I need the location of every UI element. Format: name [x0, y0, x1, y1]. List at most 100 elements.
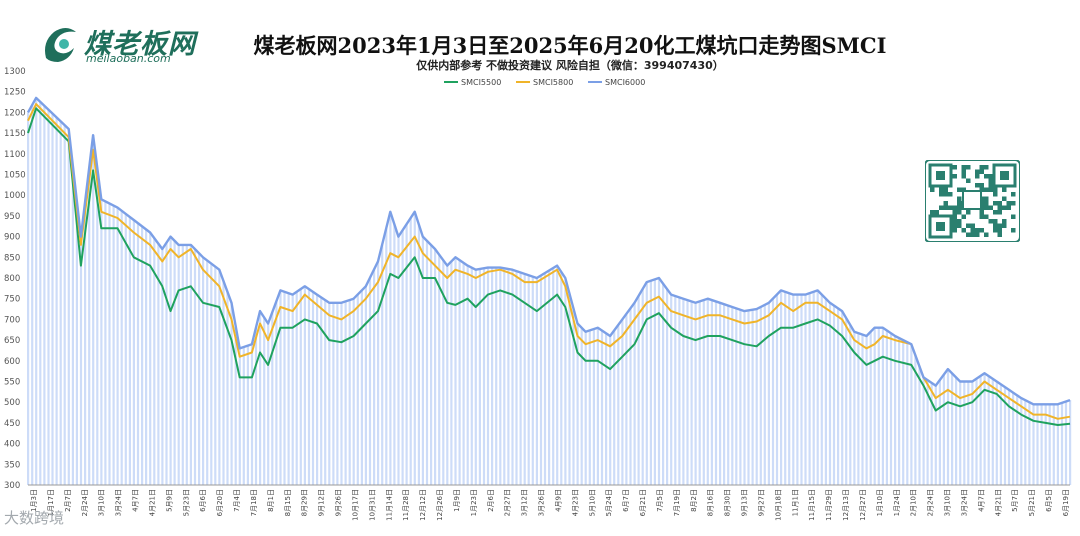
fill-bar	[430, 244, 433, 485]
fill-bar	[79, 236, 83, 485]
fill-bar	[1069, 400, 1072, 485]
x-tick-label: 4月7日	[132, 489, 140, 512]
x-tick-label: 5月7日	[1011, 489, 1019, 512]
fill-bar	[930, 382, 933, 485]
fill-bar	[116, 207, 119, 485]
fill-bar	[503, 268, 506, 485]
x-tick-label: 12月12日	[419, 489, 427, 521]
fill-bar	[112, 205, 115, 485]
fill-bar	[775, 294, 779, 485]
y-tick-label: 1250	[4, 88, 26, 98]
x-tick-label: 8月30日	[724, 489, 732, 516]
fill-bar	[605, 333, 608, 485]
x-tick-label: 2月24日	[81, 489, 89, 516]
fill-bar	[356, 294, 359, 485]
x-tick-label: 11月15日	[808, 489, 816, 521]
y-tick-label: 450	[4, 419, 20, 429]
fill-bar	[283, 291, 286, 485]
fill-bar	[845, 318, 848, 485]
fill-bar	[564, 278, 567, 485]
y-tick-label: 950	[4, 212, 20, 222]
fill-bar	[975, 378, 978, 485]
x-tick-label: 5月23日	[182, 489, 190, 516]
fill-bar	[592, 329, 595, 485]
x-tick-label: 4月21日	[994, 489, 1002, 516]
fill-bar	[202, 257, 205, 485]
fill-bar	[666, 289, 669, 485]
fill-bar	[507, 269, 510, 485]
x-tick-label: 4月21日	[148, 489, 156, 516]
fill-bar	[348, 300, 351, 485]
x-tick-label: 4月7日	[977, 489, 985, 512]
fill-bar	[458, 260, 461, 485]
fill-bar	[104, 201, 107, 485]
y-tick-label: 1050	[4, 171, 26, 181]
y-tick-label: 1300	[4, 67, 26, 77]
fill-bar	[263, 317, 266, 485]
fill-bar	[898, 338, 901, 485]
fill-bar	[885, 330, 888, 485]
fill-bar	[67, 129, 70, 485]
fill-bar	[120, 210, 123, 485]
x-tick-label: 12月26日	[436, 489, 444, 521]
fill-bar	[759, 307, 762, 485]
fill-bar	[698, 301, 701, 485]
fill-bar	[670, 294, 673, 485]
fill-bar	[1064, 401, 1068, 485]
fill-bar	[413, 211, 416, 486]
fill-bar	[645, 282, 648, 485]
fill-bar	[869, 331, 872, 485]
x-tick-label: 2月7日	[64, 489, 72, 512]
fill-bar	[206, 260, 209, 485]
x-tick-label: 7月5日	[656, 489, 664, 512]
fill-bar	[906, 342, 909, 485]
fill-bar	[254, 327, 258, 485]
x-axis: 1月3日 1月17日 2月7日 2月24日 3月10日 3月24日 4月7日 4月21日 5月9…	[28, 484, 1070, 521]
fill-bar	[873, 327, 876, 485]
fill-bar	[710, 300, 713, 485]
fill-bar	[141, 226, 144, 486]
y-tick-label: 1100	[4, 150, 26, 160]
fill-bar	[385, 228, 388, 486]
fill-bar	[714, 301, 718, 485]
x-tick-label: 10月31日	[368, 489, 376, 521]
fill-bar	[804, 294, 807, 485]
fill-bar	[556, 265, 559, 485]
y-tick-label: 1200	[4, 108, 26, 118]
fill-bar	[75, 200, 78, 485]
fill-bar	[637, 295, 640, 485]
fill-bar	[149, 232, 152, 485]
fill-bar	[902, 340, 905, 485]
fill-bar	[499, 267, 502, 485]
fill-bar	[629, 308, 632, 485]
fill-bar	[1012, 392, 1015, 485]
fill-bar	[539, 275, 543, 485]
fill-bar	[210, 263, 213, 485]
fill-bar	[1020, 398, 1023, 485]
fill-bar	[35, 97, 38, 486]
x-tick-label: 6月6日	[199, 489, 207, 512]
y-tick-label: 800	[4, 274, 20, 284]
fill-bar	[136, 223, 140, 485]
x-tick-label: 2月27日	[504, 489, 512, 516]
brand-logo[interactable]: 煤老板网 meilaoban.com	[40, 22, 230, 65]
fill-bar	[88, 169, 91, 485]
fill-bar	[332, 302, 335, 485]
fill-bar	[889, 333, 893, 485]
fill-bar	[690, 301, 693, 485]
fill-bar	[926, 380, 929, 485]
fill-bar	[401, 230, 404, 485]
x-tick-label: 7月18日	[250, 489, 258, 516]
y-tick-label: 400	[4, 440, 20, 450]
x-tick-label: 1月3日	[30, 489, 38, 512]
x-tick-label: 3月24日	[115, 489, 123, 516]
fill-bar	[946, 369, 950, 485]
fill-bar	[649, 280, 652, 485]
fill-bar	[800, 294, 803, 485]
fill-bar	[421, 236, 424, 485]
fill-bar	[609, 336, 612, 485]
fill-bar	[27, 112, 30, 486]
fill-bar	[995, 381, 998, 485]
fill-bar	[523, 273, 526, 485]
fill-bar	[743, 311, 746, 485]
